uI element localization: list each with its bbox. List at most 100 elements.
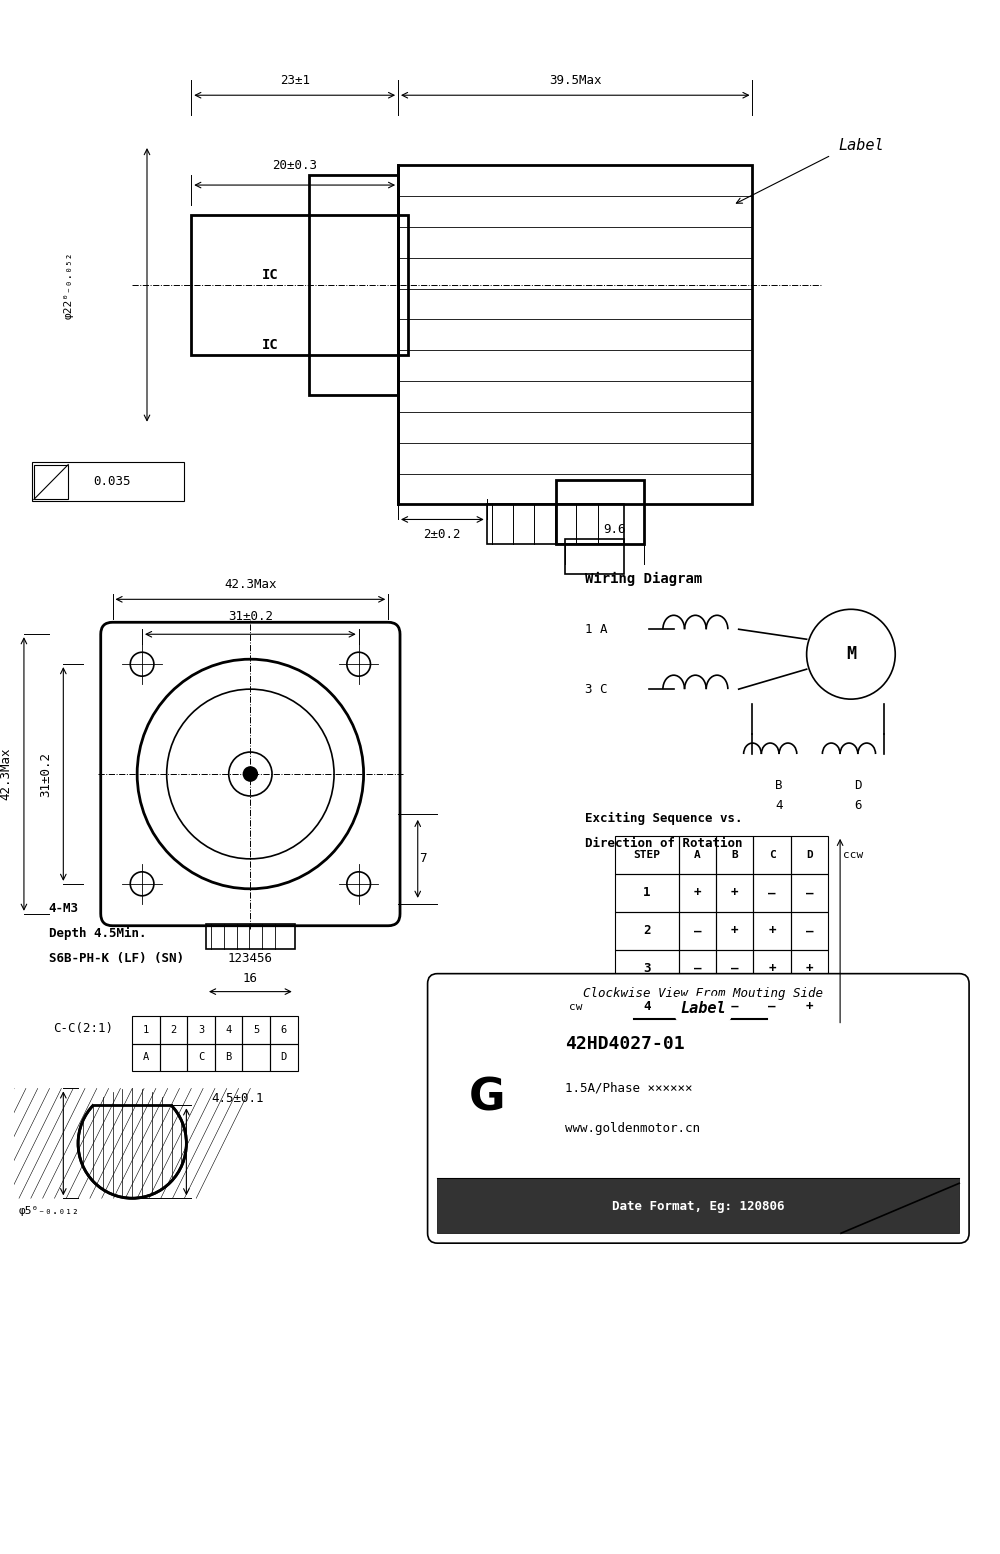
Text: +: + [806,962,813,976]
Bar [615,988,679,1026]
Bar [679,988,716,1026]
Text: 31±0.2: 31±0.2 [228,609,273,623]
Bar [34,465,68,499]
Text: φ5⁰₋₀.₀₁₂: φ5⁰₋₀.₀₁₂ [19,1206,80,1217]
Text: B: B [775,779,783,793]
Text: D: D [281,1052,287,1063]
Bar [215,1016,242,1044]
Text: +: + [806,1001,813,1013]
Bar [398,165,752,505]
Bar [187,1044,215,1071]
Circle shape [78,1088,186,1198]
Bar [716,873,753,912]
Text: www.goldenmotor.cn: www.goldenmotor.cn [565,1122,700,1134]
Text: –: – [806,925,813,937]
Text: 4.5±0.1: 4.5±0.1 [211,1092,263,1105]
Text: Label: Label [680,1001,726,1016]
Bar [242,1016,270,1044]
Bar [242,1044,270,1071]
FancyBboxPatch shape [428,974,969,1243]
Text: –: – [731,962,739,976]
Text: 1.5A/Phase ××××××: 1.5A/Phase ×××××× [565,1082,693,1096]
Text: 2±0.2: 2±0.2 [424,528,461,541]
Bar [753,988,791,1026]
Text: cw: cw [569,1002,582,1012]
Text: 6: 6 [854,799,862,811]
Bar [753,873,791,912]
Text: IC: IC [262,337,278,351]
Bar [206,923,295,948]
Bar [132,1016,160,1044]
Text: Wiring Diagram: Wiring Diagram [585,572,702,586]
Text: 3: 3 [198,1024,204,1035]
Bar [615,836,679,873]
Bar [556,480,644,544]
Bar [615,912,679,949]
Text: 42.3Max: 42.3Max [224,578,277,591]
Bar [679,836,716,873]
Text: 7: 7 [419,852,426,866]
Text: C: C [198,1052,204,1063]
Bar [753,836,791,873]
Text: 123456: 123456 [228,953,273,965]
Text: 31±0.2: 31±0.2 [39,752,52,797]
Text: 3 C: 3 C [585,682,608,696]
Text: φ22⁰₋₀.₀₅₂: φ22⁰₋₀.₀₅₂ [63,252,73,319]
Bar [437,1178,959,1234]
Text: –: – [694,962,701,976]
Bar [187,1016,215,1044]
Bar [309,176,398,395]
Text: –: – [806,886,813,900]
Bar [215,1044,242,1071]
Text: D: D [806,850,813,859]
Bar [791,836,828,873]
Text: 20±0.3: 20±0.3 [272,159,317,171]
Text: M: M [846,645,856,664]
Text: Date Format, Eg: 120806: Date Format, Eg: 120806 [612,1200,785,1212]
Text: 4: 4 [226,1024,232,1035]
Bar [753,912,791,949]
Bar [791,912,828,949]
Text: 4-M3: 4-M3 [49,903,79,915]
Text: 3: 3 [643,962,650,976]
Text: +: + [694,886,701,900]
Bar [753,949,791,988]
Text: Depth 4.5Min.: Depth 4.5Min. [49,928,146,940]
Text: +: + [731,925,739,937]
Text: C-C(2:1): C-C(2:1) [53,1023,113,1035]
Text: 4: 4 [643,1001,650,1013]
Text: B: B [226,1052,232,1063]
Text: IC: IC [262,267,278,281]
Text: –: – [768,1001,776,1013]
Bar [615,873,679,912]
Bar [791,873,828,912]
Text: 9.6: 9.6 [603,524,626,536]
Text: 6: 6 [281,1024,287,1035]
Text: 0.035: 0.035 [93,476,130,488]
Text: –: – [731,1001,739,1013]
Polygon shape [93,1078,171,1105]
Bar [791,988,828,1026]
Bar [679,949,716,988]
Bar [716,988,753,1026]
Text: G: G [468,1077,505,1120]
Bar [679,873,716,912]
Bar [160,1044,187,1071]
Bar [132,1044,160,1071]
Text: Direction of Rotation: Direction of Rotation [585,838,743,850]
Text: +: + [768,925,776,937]
Bar [270,1044,298,1071]
Text: 1: 1 [643,886,650,900]
Bar [679,912,716,949]
Text: Label: Label [838,138,884,152]
Text: 5: 5 [253,1024,259,1035]
Text: Clockwise View From Mouting Side: Clockwise View From Mouting Side [583,987,823,1001]
Bar [191,214,408,354]
Text: Exciting Sequence vs.: Exciting Sequence vs. [585,813,743,825]
Text: 1 A: 1 A [585,623,608,636]
Bar [487,505,624,544]
Circle shape [243,768,257,782]
Text: –: – [768,886,776,900]
Text: ccw: ccw [843,850,863,859]
Text: D: D [854,779,862,793]
